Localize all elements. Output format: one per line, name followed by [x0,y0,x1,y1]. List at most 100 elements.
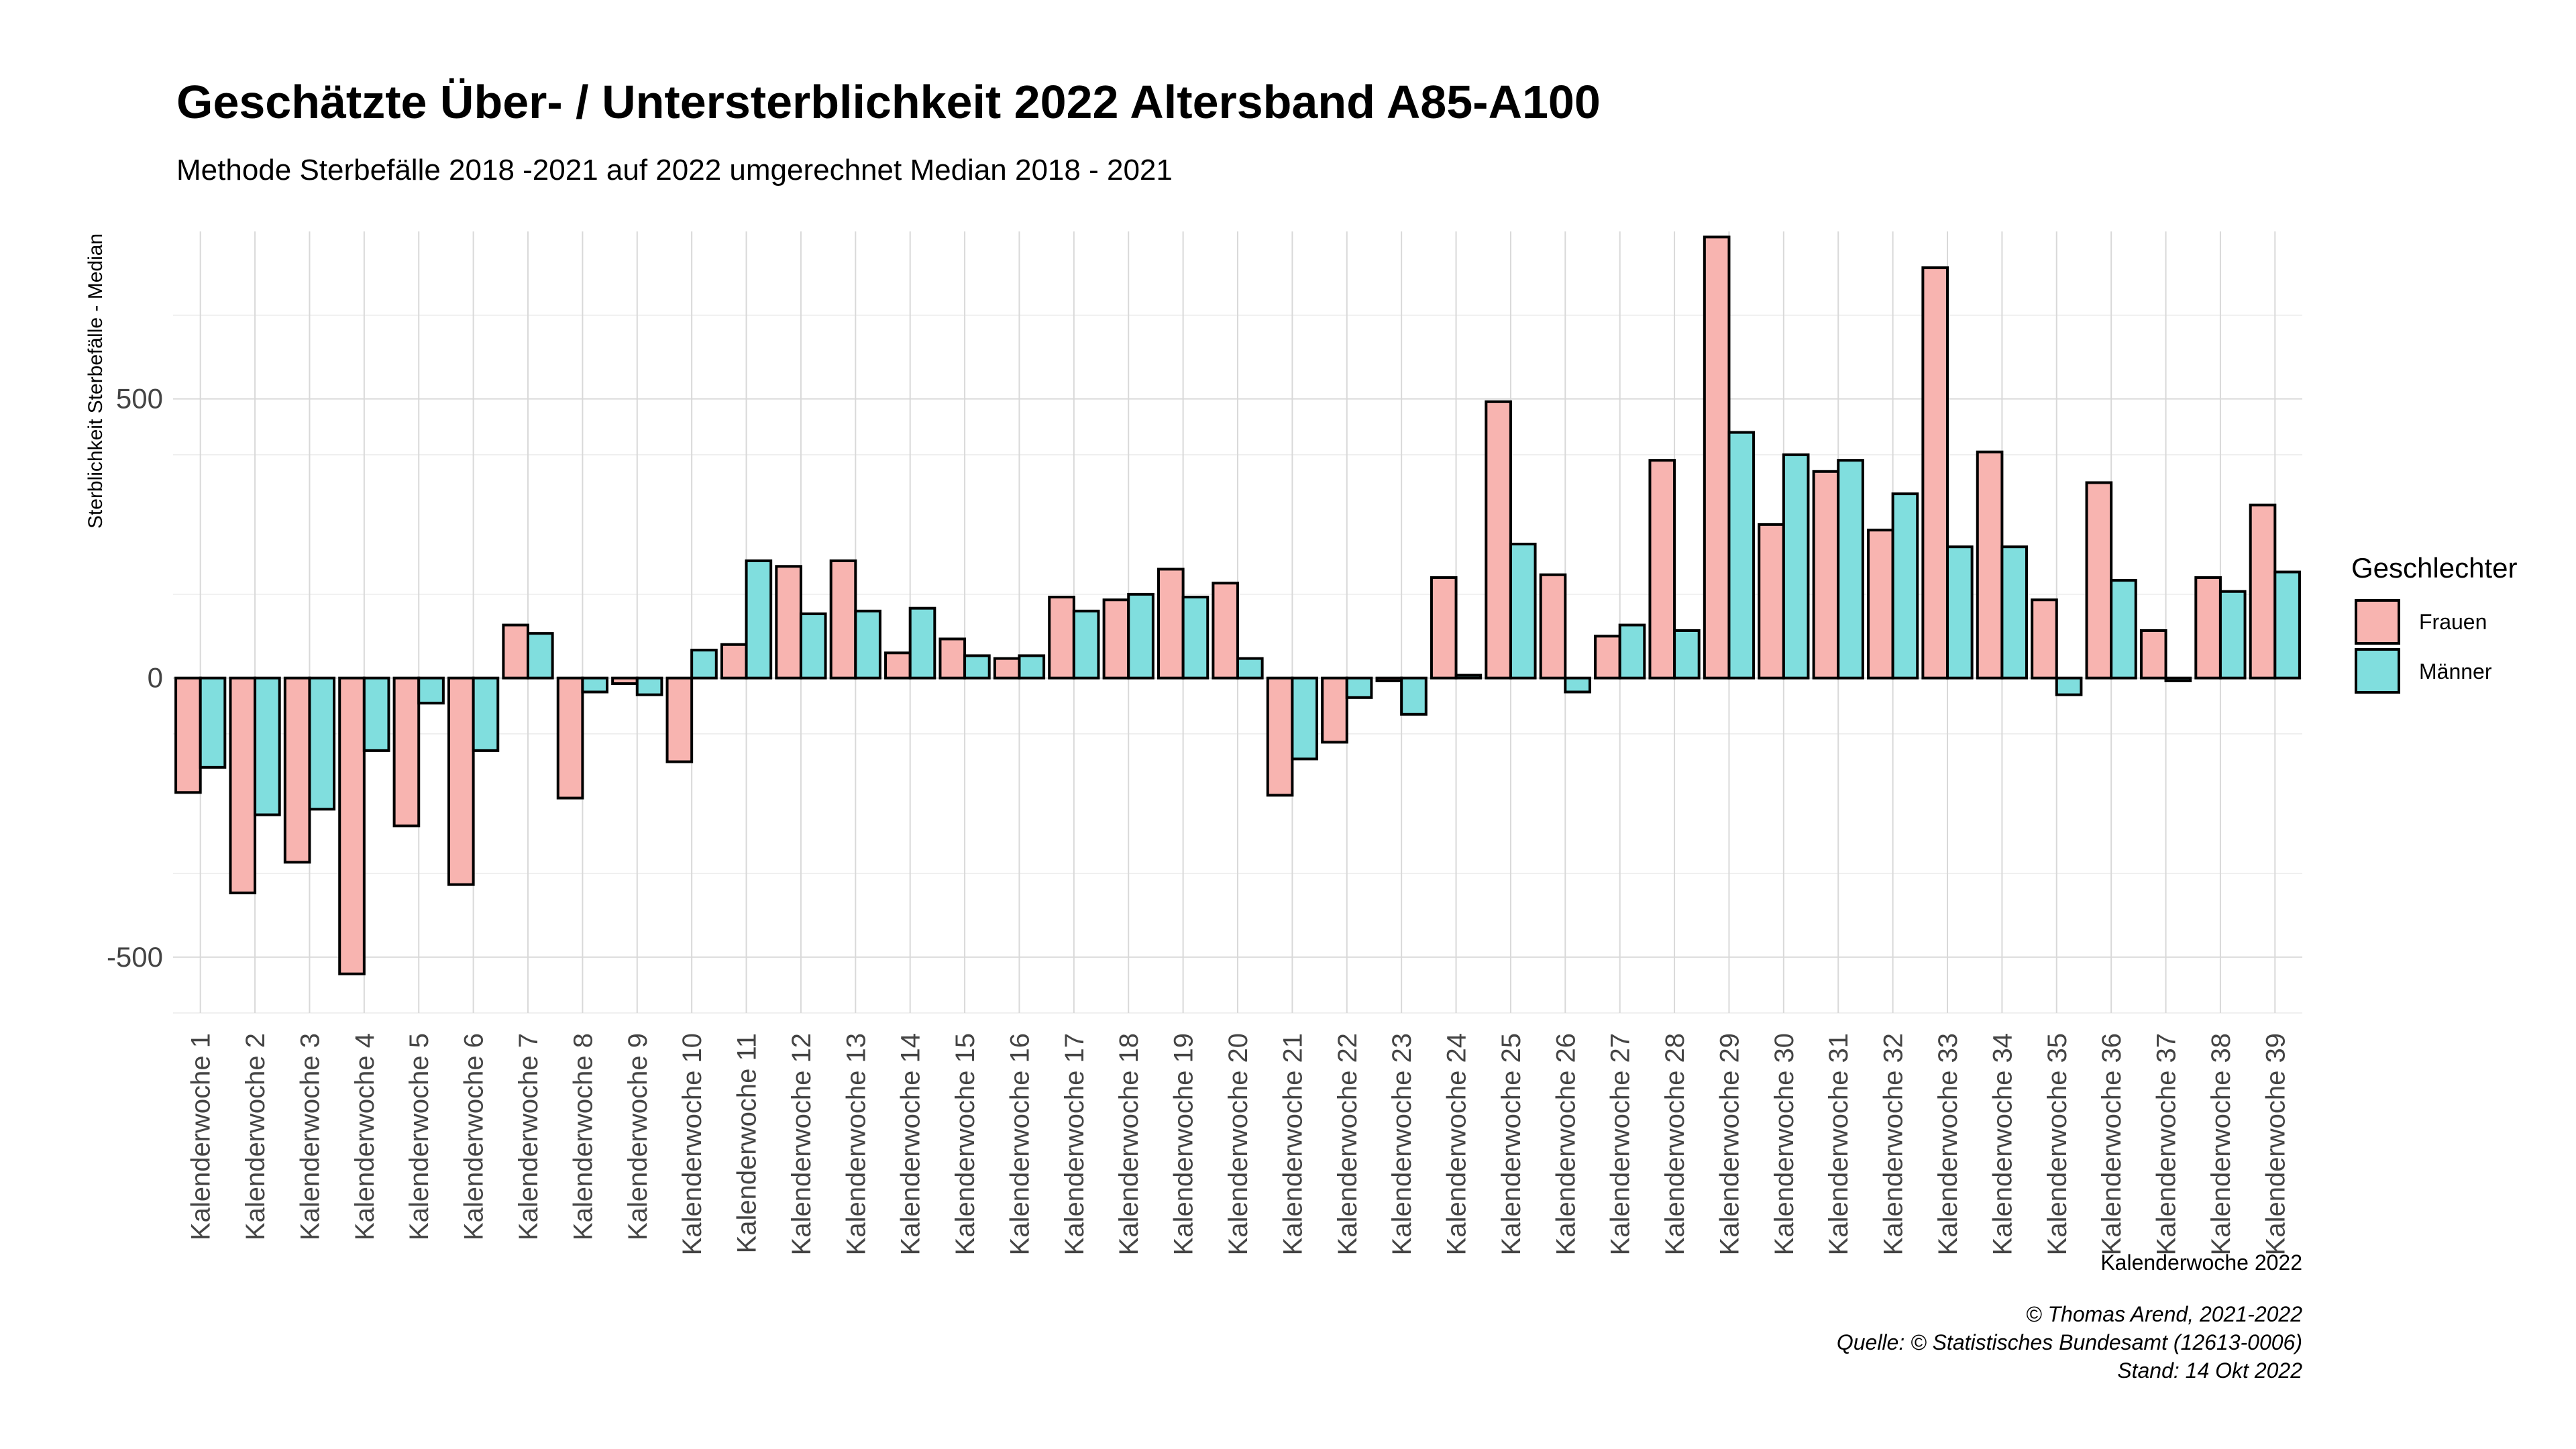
bar-mnner-23 [1400,676,1428,716]
x-tick-label: Kalenderwoche 23 [1387,1033,1417,1255]
bar-frauen-24 [1430,576,1458,680]
x-tick-label: Kalenderwoche 19 [1169,1033,1199,1255]
x-axis-ticks: Kalenderwoche 1 Kalenderwoche 2 Kalenderwo… [186,1033,2291,1255]
bar-frauen-29 [1703,235,1731,680]
bar-mnner-38 [2218,590,2247,680]
bar-mnner-30 [1782,453,1810,680]
x-tick-label: Kalenderwoche 11 [733,1033,762,1253]
legend-swatch-frauen [2355,599,2400,645]
y-tick-label: 0 [148,662,163,694]
bar-mnner-31 [1837,459,1864,680]
bar-mnner-34 [2000,545,2029,680]
bar-frauen-7 [502,623,530,680]
bar-frauen-25 [1485,400,1512,680]
bar-frauen-20 [1212,582,1240,680]
bar-frauen-27 [1594,635,1621,680]
bar-mnner-11 [745,559,773,680]
bar-frauen-18 [1102,598,1130,680]
bar-frauen-8 [556,676,584,800]
x-tick-label: Kalenderwoche 14 [896,1033,926,1255]
y-tick-label: 500 [116,383,163,415]
bar-mnner-19 [1181,596,1210,680]
bar-frauen-15 [938,637,967,680]
bar-frauen-5 [392,676,421,828]
bar-frauen-3 [283,676,311,864]
bar-mnner-6 [472,676,500,752]
x-tick-label: Kalenderwoche 38 [2206,1033,2236,1255]
x-tick-label: Kalenderwoche 12 [787,1033,816,1255]
x-tick-label: Kalenderwoche 36 [2097,1033,2127,1255]
bar-mnner-32 [1891,492,1919,680]
bar-mnner-9 [635,676,663,696]
x-tick-label: Kalenderwoche 7 [514,1033,543,1240]
bar-frauen-19 [1157,568,1185,680]
x-tick-label: Kalenderwoche 34 [1988,1033,2017,1255]
chart-subtitle: Methode Sterbefälle 2018 -2021 auf 2022 … [176,154,1173,186]
bar-mnner-24 [1454,674,1483,680]
bar-frauen-4 [338,676,366,975]
caption-copyright: © Thomas Arend, 2021-2022 [2026,1302,2302,1326]
bar-mnner-26 [1564,676,1591,694]
bars [174,235,2301,975]
x-tick-label: Kalenderwoche 9 [623,1033,653,1240]
bar-mnner-17 [1072,609,1100,680]
x-tick-label: Kalenderwoche 22 [1333,1033,1362,1255]
bar-frauen-17 [1048,596,1075,680]
legend: Geschlechter Frauen Männer [2351,552,2517,694]
caption-date: Stand: 14 Okt 2022 [2117,1358,2302,1383]
bar-frauen-32 [1866,529,1894,680]
bar-mnner-1 [199,676,227,769]
legend-title: Geschlechter [2351,552,2517,584]
y-axis-label: Sterblichkeit Sterbefälle - Median [85,233,107,529]
x-tick-label: Kalenderwoche 2 [241,1033,270,1240]
bar-frauen-2 [229,676,257,895]
x-tick-label: Kalenderwoche 15 [951,1033,980,1255]
bar-frauen-21 [1266,676,1294,797]
bar-mnner-12 [799,612,827,680]
bar-mnner-28 [1673,629,1701,680]
x-tick-label: Kalenderwoche 30 [1770,1033,1799,1255]
bar-frauen-37 [2139,629,2167,680]
caption: © Thomas Arend, 2021-2022 Quelle: © Stat… [1837,1302,2302,1383]
bar-frauen-30 [1758,523,1785,680]
bar-mnner-18 [1127,592,1155,680]
bar-frauen-6 [447,676,475,886]
bar-mnner-35 [2055,676,2083,696]
bar-frauen-39 [2249,503,2277,680]
x-tick-label: Kalenderwoche 21 [1278,1033,1307,1255]
bar-frauen-13 [829,559,857,680]
bar-frauen-22 [1321,676,1348,744]
legend-swatch-maenner [2355,648,2400,694]
x-tick-label: Kalenderwoche 28 [1660,1033,1690,1255]
bar-mnner-25 [1509,543,1537,680]
bar-frauen-38 [2194,576,2222,680]
legend-label-frauen: Frauen [2419,610,2487,634]
x-tick-label: Kalenderwoche 39 [2261,1033,2290,1255]
x-tick-label: Kalenderwoche 31 [1824,1033,1854,1255]
bar-mnner-29 [1727,431,1756,680]
bar-frauen-28 [1648,459,1676,680]
bar-frauen-16 [993,657,1021,680]
bar-mnner-36 [2110,579,2137,680]
x-tick-label: Kalenderwoche 13 [841,1033,871,1255]
bar-mnner-2 [254,676,281,816]
bar-frauen-10 [665,676,694,763]
bar-mnner-27 [1618,623,1646,680]
bar-frauen-36 [2085,481,2113,680]
bar-mnner-8 [581,676,609,694]
bar-frauen-9 [611,676,639,686]
bar-frauen-34 [1976,450,2004,680]
bar-frauen-23 [1375,676,1403,682]
bar-frauen-12 [775,565,802,680]
bar-mnner-13 [854,609,881,680]
x-tick-label: Kalenderwoche 32 [1879,1033,1909,1255]
x-tick-label: Kalenderwoche 26 [1551,1033,1580,1255]
bar-mnner-33 [1946,545,1974,680]
x-tick-label: Kalenderwoche 4 [350,1033,380,1240]
x-tick-label: Kalenderwoche 37 [2152,1033,2182,1255]
x-tick-label: Kalenderwoche 27 [1606,1033,1635,1255]
x-tick-label: Kalenderwoche 1 [186,1033,216,1240]
chart-title: Geschätzte Über- / Untersterblichkeit 20… [176,76,1601,128]
bar-mnner-14 [908,606,936,680]
bar-mnner-4 [362,676,390,752]
